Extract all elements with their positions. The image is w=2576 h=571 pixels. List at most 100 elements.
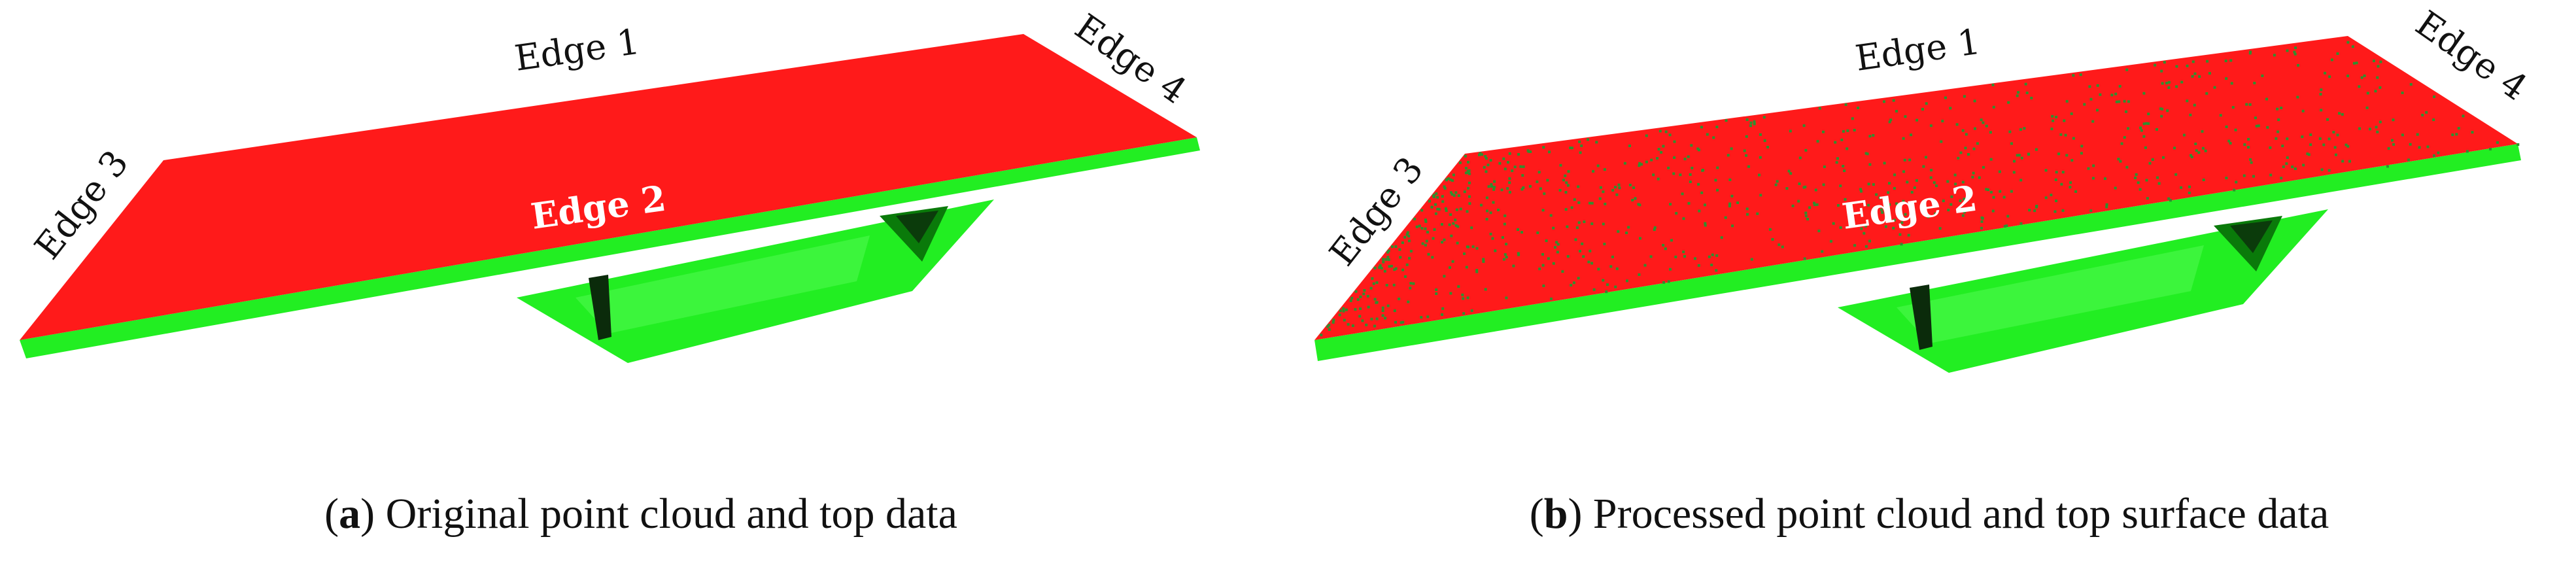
noise-point: [1401, 320, 1405, 324]
noise-point: [2455, 133, 2458, 136]
noise-point: [1443, 185, 1446, 188]
noise-point: [2151, 158, 2154, 161]
noise-point: [1804, 148, 1808, 152]
noise-point: [2375, 126, 2378, 129]
noise-point: [2425, 111, 2428, 114]
noise-point: [1432, 196, 1435, 198]
noise-point: [1887, 191, 1890, 194]
noise-point: [1955, 123, 1959, 126]
noise-point: [1980, 226, 1984, 230]
noise-point: [1617, 183, 1621, 186]
noise-point: [1505, 256, 1508, 259]
noise-point: [1369, 286, 1373, 290]
noise-point: [1804, 185, 1807, 188]
noise-point: [1895, 110, 1898, 112]
noise-point: [2318, 137, 2322, 140]
noise-point: [2127, 127, 2130, 130]
noise-point: [1701, 169, 1704, 172]
noise-point: [1463, 190, 1466, 194]
noise-point: [1471, 245, 1475, 249]
noise-point: [2286, 49, 2289, 52]
noise-point: [1895, 202, 1898, 205]
noise-point: [2351, 45, 2354, 48]
noise-point: [1387, 249, 1390, 252]
noise-point: [1902, 199, 1905, 203]
noise-point: [1910, 133, 1913, 137]
noise-point: [2023, 127, 2026, 130]
noise-point: [2451, 133, 2454, 137]
noise-point: [1842, 165, 1845, 167]
noise-point: [1787, 169, 1791, 173]
noise-point: [2188, 185, 2191, 188]
noise-point: [1435, 292, 1438, 295]
noise-point: [2155, 128, 2158, 131]
noise-point: [1447, 177, 1450, 181]
noise-point: [2409, 143, 2412, 146]
noise-point: [1832, 222, 1835, 225]
noise-point: [1628, 145, 1631, 147]
noise-point: [1973, 99, 1976, 103]
noise-point: [2471, 131, 2474, 134]
noise-point: [2156, 176, 2159, 179]
noise-point: [2120, 142, 2123, 145]
noise-point: [1857, 107, 1860, 109]
noise-point: [1430, 205, 1434, 209]
noise-point: [1907, 234, 1910, 237]
noise-point: [1657, 177, 1660, 181]
noise-point: [1574, 238, 1577, 241]
noise-point: [1537, 171, 1541, 174]
noise-point: [1393, 309, 1396, 313]
noise-point: [2229, 59, 2233, 62]
noise-point: [2016, 154, 2019, 157]
noise-point: [1878, 196, 1881, 199]
noise-point: [2008, 130, 2012, 133]
noise-point: [2266, 126, 2269, 129]
noise-point: [1338, 313, 1341, 317]
noise-point: [1985, 124, 1988, 128]
noise-point: [1450, 234, 1453, 237]
noise-point: [1470, 226, 1473, 230]
noise-point: [2144, 146, 2147, 149]
noise-point: [1552, 262, 1555, 265]
noise-point: [1623, 162, 1626, 165]
noise-point: [1529, 150, 1532, 153]
noise-point: [1657, 148, 1660, 151]
noise-point: [1929, 176, 1932, 179]
noise-point: [1884, 225, 1887, 228]
noise-point: [1451, 193, 1454, 196]
noise-point: [2327, 137, 2331, 141]
noise-point: [2255, 124, 2258, 128]
noise-point: [1363, 289, 1366, 292]
noise-point: [2138, 188, 2142, 191]
noise-point: [1959, 151, 1963, 154]
noise-point: [1398, 248, 1401, 251]
noise-point: [1502, 157, 1505, 160]
noise-point: [1433, 194, 1436, 197]
top-surface-a: [20, 34, 1197, 340]
noise-point: [1925, 156, 1927, 159]
noise-point: [2059, 133, 2063, 136]
noise-point: [1603, 243, 1606, 246]
noise-point: [1590, 201, 1594, 205]
noise-point: [1556, 243, 1560, 246]
noise-point: [1843, 169, 1846, 173]
noise-point: [1566, 184, 1570, 187]
noise-point: [1539, 187, 1542, 190]
noise-point: [1771, 238, 1774, 241]
noise-point: [1835, 161, 1838, 164]
noise-point: [1934, 212, 1937, 215]
noise-point: [1378, 266, 1381, 269]
noise-point: [1736, 201, 1740, 204]
noise-point: [2083, 103, 2086, 106]
noise-point: [1830, 239, 1832, 243]
noise-point: [1868, 135, 1872, 138]
noise-point: [2225, 77, 2228, 80]
noise-point: [1687, 155, 1690, 158]
noise-point: [1823, 165, 1826, 168]
noise-point: [2161, 82, 2164, 85]
noise-point: [2118, 84, 2121, 88]
noise-point: [1517, 228, 1519, 231]
noise-point: [1454, 224, 1458, 227]
noise-point: [1627, 226, 1630, 229]
noise-point: [1567, 170, 1570, 173]
